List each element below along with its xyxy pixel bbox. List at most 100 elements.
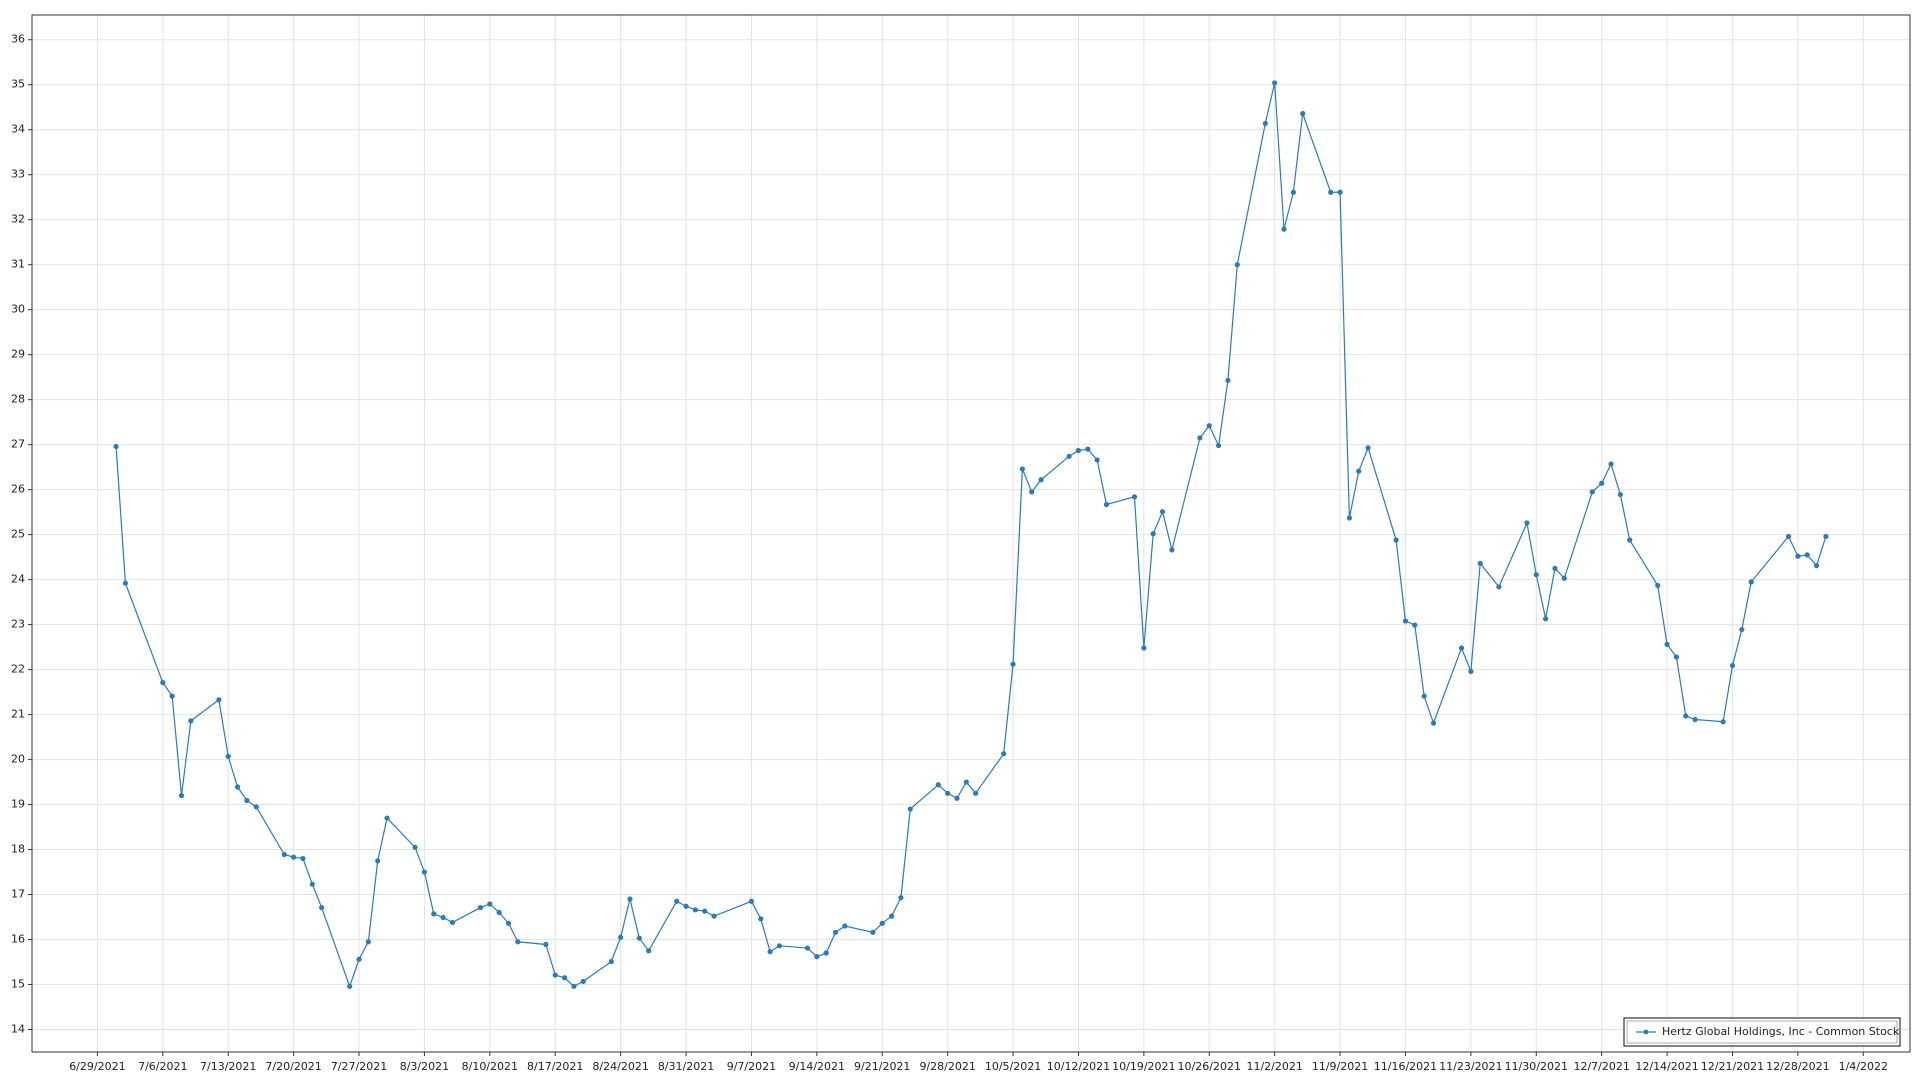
legend-swatch-marker bbox=[1643, 1029, 1649, 1035]
data-point bbox=[1673, 654, 1680, 660]
data-point bbox=[945, 790, 951, 796]
data-point bbox=[1524, 520, 1530, 526]
data-point bbox=[580, 978, 586, 984]
y-tick-label: 18 bbox=[11, 843, 25, 856]
x-tick-label: 9/7/2021 bbox=[727, 1060, 776, 1073]
data-point bbox=[1543, 616, 1549, 622]
x-tick-label: 11/30/2021 bbox=[1505, 1060, 1568, 1073]
data-point bbox=[608, 958, 614, 965]
data-point bbox=[1608, 461, 1614, 467]
data-point bbox=[1552, 565, 1558, 571]
data-point bbox=[487, 901, 493, 907]
data-point bbox=[160, 680, 166, 686]
data-point bbox=[449, 919, 456, 926]
data-point bbox=[1225, 377, 1231, 383]
data-point bbox=[253, 804, 259, 810]
x-tick-label: 8/24/2021 bbox=[592, 1060, 648, 1073]
data-point bbox=[234, 784, 241, 790]
data-point bbox=[907, 806, 913, 812]
data-point bbox=[832, 929, 839, 935]
y-tick-label: 26 bbox=[11, 483, 25, 496]
y-tick-label: 24 bbox=[11, 573, 25, 586]
data-point bbox=[1720, 719, 1726, 725]
data-point bbox=[1262, 120, 1268, 127]
data-point bbox=[543, 941, 549, 948]
data-point bbox=[935, 782, 941, 788]
x-tick-label: 10/26/2021 bbox=[1178, 1060, 1241, 1073]
data-point bbox=[627, 896, 633, 902]
data-point bbox=[477, 904, 484, 911]
data-point bbox=[1337, 189, 1343, 195]
legend: Hertz Global Holdings, Inc - Common Stoc… bbox=[1623, 1017, 1901, 1047]
x-tick-label: 10/5/2021 bbox=[985, 1060, 1041, 1073]
data-point bbox=[1346, 515, 1353, 521]
data-point bbox=[431, 911, 437, 917]
x-tick-label: 10/19/2021 bbox=[1112, 1060, 1175, 1073]
data-point bbox=[412, 844, 418, 850]
data-point bbox=[1075, 447, 1082, 454]
data-point bbox=[1664, 641, 1670, 647]
data-point bbox=[1785, 533, 1792, 540]
data-point bbox=[758, 916, 764, 922]
data-point bbox=[973, 790, 979, 796]
x-tick-label: 12/21/2021 bbox=[1701, 1060, 1764, 1073]
grid: 14 15 16 17 18 19 20 21 22 23 24 25 26 27 28 29 30 31 32 33… bbox=[11, 15, 1910, 1073]
data-point bbox=[879, 920, 885, 926]
data-point bbox=[748, 898, 755, 904]
data-point bbox=[1813, 563, 1820, 569]
data-point bbox=[888, 913, 895, 919]
data-point bbox=[1103, 501, 1110, 508]
x-tick-label: 8/31/2021 bbox=[658, 1060, 714, 1073]
y-tick-label: 19 bbox=[11, 798, 25, 811]
y-tick-label: 14 bbox=[11, 1023, 25, 1036]
data-point bbox=[1533, 572, 1539, 578]
data-point bbox=[1599, 480, 1605, 486]
x-tick-label: 7/13/2021 bbox=[200, 1060, 256, 1073]
data-point bbox=[823, 950, 829, 956]
data-point bbox=[319, 904, 325, 911]
data-point bbox=[1804, 552, 1810, 558]
legend-inner bbox=[1626, 1020, 1898, 1044]
y-tick-label: 36 bbox=[11, 33, 25, 46]
data-point bbox=[440, 914, 446, 921]
data-point bbox=[1683, 713, 1689, 719]
data-point bbox=[1729, 662, 1736, 669]
data-point bbox=[113, 443, 119, 450]
y-tick-label: 27 bbox=[11, 438, 25, 451]
data-point bbox=[1496, 584, 1502, 590]
y-tick-label: 35 bbox=[11, 78, 25, 91]
data-point bbox=[1197, 435, 1203, 441]
data-point bbox=[1159, 509, 1166, 515]
data-point bbox=[1393, 537, 1399, 543]
data-point bbox=[804, 945, 811, 951]
data-point bbox=[505, 920, 512, 926]
x-tick-label: 9/28/2021 bbox=[919, 1060, 975, 1073]
data-point bbox=[702, 908, 708, 914]
y-tick-label: 22 bbox=[11, 663, 25, 676]
plot bbox=[113, 80, 1829, 989]
series-line bbox=[115, 82, 1827, 989]
data-point bbox=[674, 898, 680, 904]
data-point bbox=[1458, 645, 1465, 651]
data-point bbox=[309, 881, 315, 887]
data-point bbox=[814, 954, 820, 960]
data-point bbox=[711, 913, 717, 919]
x-tick-label: 7/20/2021 bbox=[265, 1060, 321, 1073]
data-point bbox=[1412, 622, 1418, 628]
data-point bbox=[767, 949, 773, 955]
data-point bbox=[1617, 491, 1623, 498]
data-point bbox=[1589, 489, 1595, 495]
data-point bbox=[842, 923, 848, 929]
x-tick-label: 12/7/2021 bbox=[1573, 1060, 1629, 1073]
data-point bbox=[1066, 453, 1072, 459]
x-tick-label: 8/10/2021 bbox=[462, 1060, 518, 1073]
data-point bbox=[552, 972, 558, 978]
data-point bbox=[1430, 720, 1437, 726]
data-point bbox=[1001, 751, 1007, 757]
data-point bbox=[244, 797, 250, 804]
data-point bbox=[1468, 668, 1474, 674]
data-point bbox=[571, 983, 577, 989]
data-point bbox=[561, 975, 568, 981]
